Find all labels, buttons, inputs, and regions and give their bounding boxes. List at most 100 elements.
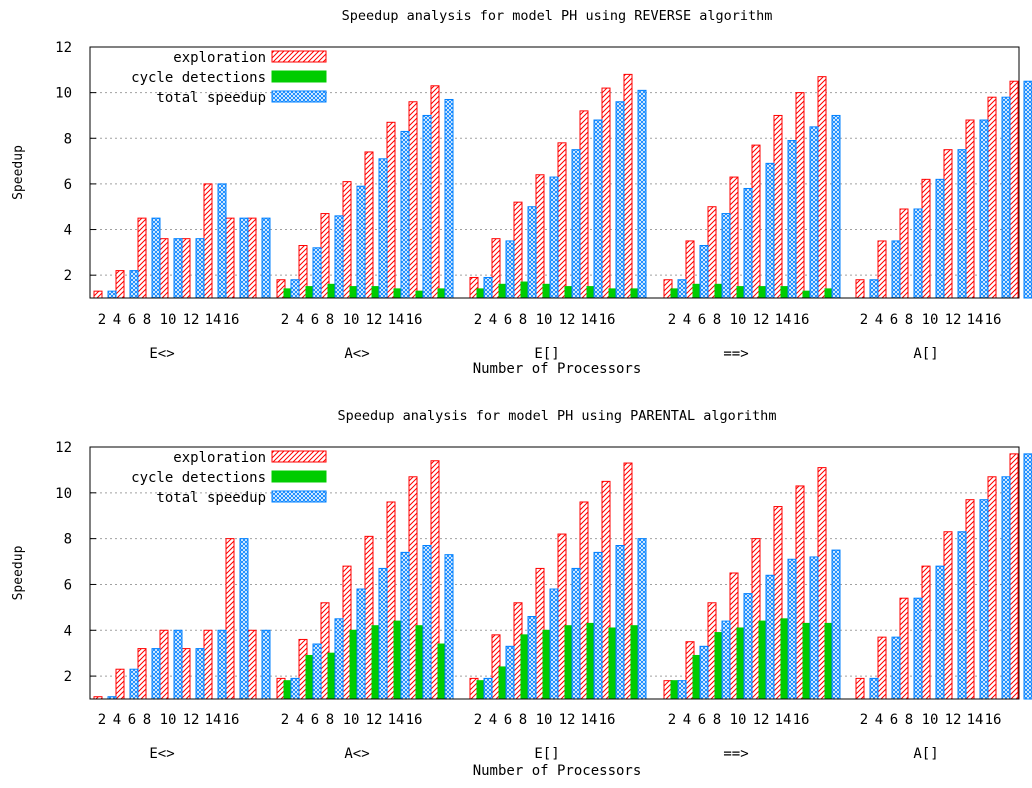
bar-total-speedup: [195, 238, 205, 299]
bar-total-speedup: [444, 98, 454, 299]
x-tick-label: 12: [753, 712, 770, 728]
bar-total-speedup: [400, 551, 410, 700]
bar-total-speedup: [1001, 96, 1011, 299]
x-tick-label: 14: [388, 312, 405, 328]
bar-total-speedup: [1023, 80, 1032, 299]
x-tick-label: 2: [474, 712, 482, 728]
x-tick-label: 8: [713, 712, 721, 728]
bar-total-speedup: [549, 588, 559, 700]
bar-total-speedup: [239, 538, 249, 700]
bar-total-speedup: [151, 217, 161, 299]
y-tick-label: 6: [64, 577, 72, 593]
bar-total-speedup: [593, 119, 603, 299]
legend-label: exploration: [173, 50, 266, 66]
bar-total-speedup: [195, 648, 205, 700]
bar-total-speedup: [173, 238, 183, 299]
bar-exploration: [1009, 453, 1019, 700]
x-tick-label: 10: [536, 312, 553, 328]
bar-exploration: [817, 76, 827, 299]
x-tick-label: 16: [985, 312, 1002, 328]
chart-title: Speedup analysis for model PH using PARE…: [338, 408, 777, 424]
x-tick-label: 16: [223, 712, 240, 728]
bar-total-speedup: [505, 645, 515, 700]
bar-total-speedup: [217, 183, 227, 299]
bar-total-speedup: [979, 499, 989, 700]
bar-total-speedup: [935, 178, 945, 299]
bar-total-speedup: [151, 648, 161, 700]
x-tick-label: 14: [205, 312, 222, 328]
bar-exploration: [1009, 80, 1019, 299]
x-tick-label: 16: [223, 312, 240, 328]
bar-exploration: [855, 279, 865, 299]
y-axis-label: Speedup: [11, 545, 26, 600]
x-tick-label: 4: [875, 712, 883, 728]
bar-total-speedup: [261, 217, 271, 299]
group-label: E[]: [534, 346, 559, 362]
bar-exploration: [965, 499, 975, 700]
x-tick-label: 8: [143, 712, 151, 728]
bar-total-speedup: [869, 279, 879, 299]
y-axis-label: Speedup: [11, 145, 26, 200]
legend-swatch: [271, 50, 327, 63]
x-tick-label: 2: [668, 712, 676, 728]
bar-total-speedup: [261, 629, 271, 700]
bar-exploration: [623, 73, 633, 299]
bar-total-speedup: [1001, 476, 1011, 700]
bar-total-speedup: [239, 217, 249, 299]
bar-exploration: [247, 629, 257, 700]
x-tick-label: 2: [860, 712, 868, 728]
x-tick-label: 16: [599, 712, 616, 728]
x-tick-label: 14: [775, 712, 792, 728]
bar-total-speedup: [312, 247, 322, 299]
bar-exploration: [159, 629, 169, 700]
x-tick-label: 12: [753, 312, 770, 328]
bar-total-speedup: [527, 616, 537, 700]
x-tick-label: 14: [967, 712, 984, 728]
x-tick-label: 8: [143, 312, 151, 328]
bar-total-speedup: [615, 101, 625, 299]
x-tick-label: 4: [113, 312, 121, 328]
x-tick-label: 8: [326, 312, 334, 328]
y-tick-label: 4: [64, 623, 72, 639]
bar-total-speedup: [957, 149, 967, 299]
bar-total-speedup: [334, 618, 344, 700]
bar-total-speedup: [913, 208, 923, 299]
bar-total-speedup: [129, 668, 139, 700]
bar-total-speedup: [571, 149, 581, 299]
legend-swatch: [271, 490, 327, 503]
bar-total-speedup: [699, 245, 709, 299]
x-tick-label: 14: [205, 712, 222, 728]
x-tick-label: 16: [793, 312, 810, 328]
bar-total-speedup: [979, 119, 989, 299]
bar-exploration: [137, 217, 147, 299]
legend-label: total speedup: [156, 90, 266, 106]
bar-total-speedup: [721, 213, 731, 299]
bar-total-speedup: [549, 176, 559, 299]
bar-exploration: [203, 183, 213, 299]
y-tick-label: 2: [64, 268, 72, 284]
x-axis-label: Number of Processors: [473, 361, 642, 377]
x-tick-label: 10: [343, 712, 360, 728]
bar-total-speedup: [483, 276, 493, 299]
bar-total-speedup: [217, 629, 227, 700]
bar-total-speedup: [935, 565, 945, 700]
bar-exploration: [386, 121, 396, 299]
bar-exploration: [795, 92, 805, 299]
bar-exploration: [877, 636, 887, 700]
x-tick-label: 14: [967, 312, 984, 328]
group-label: ==>: [723, 746, 748, 762]
bar-total-speedup: [334, 215, 344, 299]
bar-total-speedup: [483, 677, 493, 700]
x-tick-label: 10: [343, 312, 360, 328]
x-tick-label: 2: [474, 312, 482, 328]
bar-total-speedup: [290, 677, 300, 700]
legend-swatch: [271, 450, 327, 463]
x-tick-label: 4: [683, 712, 691, 728]
x-tick-label: 6: [698, 312, 706, 328]
bar-exploration: [899, 597, 909, 700]
x-tick-label: 6: [128, 312, 136, 328]
bar-exploration: [773, 114, 783, 299]
x-tick-label: 10: [922, 712, 939, 728]
bar-total-speedup: [593, 551, 603, 700]
